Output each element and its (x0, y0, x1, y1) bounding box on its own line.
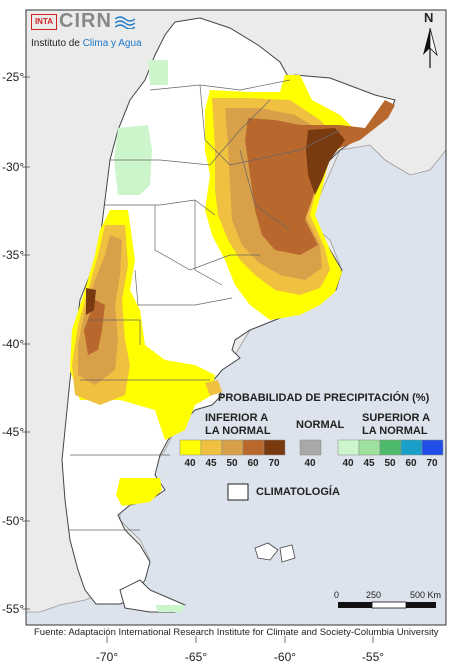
lat-label: -45° (2, 425, 25, 439)
legend-swatch-normal (299, 439, 322, 456)
legend-swatch-climatologia (227, 483, 249, 501)
inta-badge: INTA (31, 14, 57, 30)
legend-superior-label-line1: SUPERIOR A (362, 412, 431, 424)
north-arrow-icon (423, 27, 438, 68)
source-note: Fuente: Adaptación International Researc… (34, 627, 439, 638)
lon-label: -70° (95, 650, 119, 664)
malvinas-islands (254, 542, 296, 563)
scale-label: 500 Km (410, 590, 442, 600)
lat-label: -35° (2, 248, 25, 262)
inferior-70-west (86, 288, 96, 315)
lat-label: -30° (2, 160, 25, 174)
legend-value-superior: 45 (363, 458, 375, 469)
legend-value-superior: 50 (384, 458, 396, 469)
scale-label: 250 (366, 590, 382, 600)
inferior-60-east (245, 100, 395, 255)
legend-value-inferior: 45 (205, 458, 217, 469)
legend-swatch-inferior-45 (200, 439, 223, 456)
superior-40-south (155, 605, 185, 612)
legend-superior-label-line2: LA NORMAL (362, 425, 428, 437)
legend-value-inferior: 60 (247, 458, 259, 469)
lat-label: -40° (2, 337, 25, 351)
lon-label: -55° (361, 650, 385, 664)
lon-label: -65° (184, 650, 208, 664)
logo-subtitle-prefix: Instituto de (31, 38, 80, 49)
legend-climatologia-label: CLIMATOLOGÍA (256, 486, 340, 498)
legend-value-superior: 70 (426, 458, 438, 469)
legend-swatch-inferior-40 (179, 439, 202, 456)
legend-value-superior: 40 (342, 458, 354, 469)
legend-value-inferior: 40 (184, 458, 196, 469)
legend-swatch-superior-40 (337, 439, 360, 456)
lat-label: -55° (2, 602, 25, 616)
superior-40-north (148, 60, 168, 85)
legend-normal-label: NORMAL (296, 419, 345, 431)
legend-value-inferior: 70 (268, 458, 280, 469)
inferior-60-west (84, 300, 105, 355)
logo-subtitle-highlight: Clima y Agua (82, 38, 142, 49)
lat-label: -50° (2, 514, 25, 528)
map-border (25, 9, 447, 626)
legend-superior-swatches (337, 439, 444, 456)
graticule-ticks (22, 76, 374, 643)
province-borders (68, 79, 341, 531)
legend-swatch-inferior-50 (221, 439, 244, 456)
inferior-probability-areas (70, 75, 395, 506)
legend-value-superior: 60 (405, 458, 417, 469)
scale-bar (338, 601, 436, 609)
lat-label: -25° (2, 70, 25, 84)
inferior-70-northeast (306, 128, 345, 195)
legend-swatch-superior-70 (421, 439, 444, 456)
inferior-40-south (116, 478, 162, 506)
lon-label: -60° (273, 650, 297, 664)
legend-swatch-superior-50 (379, 439, 402, 456)
legend-inferior-label-line2: LA NORMAL (205, 425, 271, 437)
logo-subtitle: Instituto de Clima y Agua (31, 38, 142, 49)
legend-swatch-inferior-60 (242, 439, 265, 456)
legend-swatch-inferior-70 (263, 439, 286, 456)
logo-waves-icon (114, 15, 136, 30)
legend-inferior-swatches (179, 439, 286, 456)
legend-value-inferior: 50 (226, 458, 238, 469)
north-label: N (424, 10, 434, 25)
cirn-logo: INTA CIRN Instituto de Clima y Agua (31, 10, 142, 54)
legend-inferior-label-line1: INFERIOR A (205, 412, 269, 424)
scale-label: 0 (334, 590, 340, 600)
legend-swatch-superior-45 (358, 439, 381, 456)
legend-value-normal: 40 (304, 458, 316, 469)
legend-title: PROBABILIDAD DE PRECIPITACIÓN (%) (218, 392, 430, 404)
cirn-acronym: CIRN (59, 10, 112, 32)
legend-swatch-superior-60 (400, 439, 423, 456)
inferior-45-coast (205, 380, 222, 396)
